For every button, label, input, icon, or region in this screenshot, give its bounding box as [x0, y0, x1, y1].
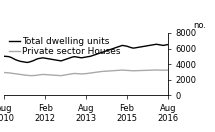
Text: no.: no. — [194, 21, 207, 30]
Legend: Total dwelling units, Private sector Houses: Total dwelling units, Private sector Hou… — [9, 37, 121, 56]
